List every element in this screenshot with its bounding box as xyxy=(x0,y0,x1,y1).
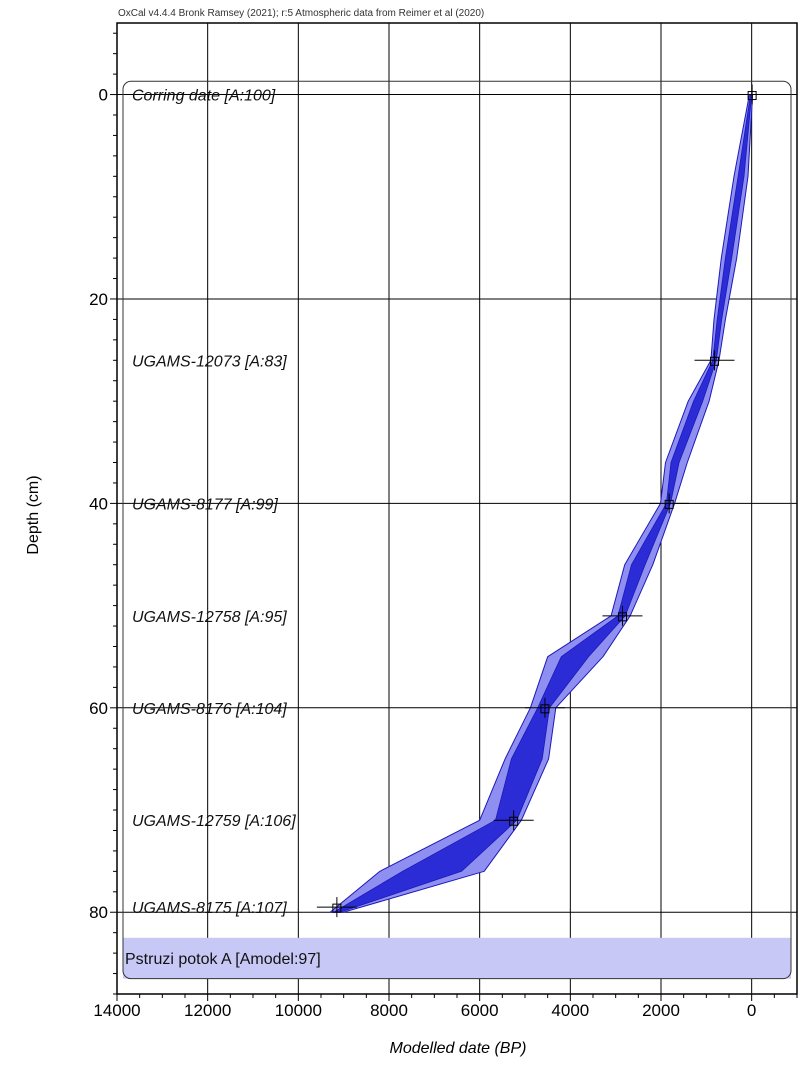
x-tick-label: 8000 xyxy=(370,1001,408,1020)
sample-label: UGAMS-8176 [A:104] xyxy=(132,701,287,718)
x-axis-title: Modelled date (BP) xyxy=(390,1040,527,1057)
grid-lines xyxy=(116,23,797,994)
sample-label: UGAMS-12073 [A:83] xyxy=(132,353,287,370)
model-band xyxy=(123,937,791,979)
sample-label: UGAMS-12758 [A:95] xyxy=(132,609,287,626)
model-label: Pstruzi potok A [Amodel:97] xyxy=(125,951,321,968)
x-tick-label: 0 xyxy=(747,1001,756,1020)
y-tick-label: 80 xyxy=(89,903,108,922)
sequence-frame xyxy=(122,80,792,980)
sample-markers: Corring date [A:100] UGAMS-12073 [A:83] UG… xyxy=(132,84,773,918)
y-tick-label: 20 xyxy=(89,290,108,309)
x-tick-label: 10000 xyxy=(275,1001,322,1020)
y-axis-title: Depth (cm) xyxy=(25,475,42,554)
sample-marker xyxy=(509,816,519,826)
credit-line: OxCal v4.4.4 Bronk Ramsey (2021); r:5 At… xyxy=(118,8,484,19)
y-tick-label: 60 xyxy=(89,699,108,718)
model-layer: Pstruzi potok A [Amodel:97] xyxy=(123,937,791,979)
y-tick-label: 0 xyxy=(99,86,108,105)
sample-label: UGAMS-12759 [A:106] xyxy=(132,813,296,830)
sample-marker xyxy=(664,499,674,509)
x-tick-label: 6000 xyxy=(461,1001,499,1020)
x-tick-label: 12000 xyxy=(184,1001,231,1020)
sample-label: UGAMS-8175 [A:107] xyxy=(132,900,287,917)
y-tick-label: 40 xyxy=(89,494,108,513)
sample-label: UGAMS-8177 [A:99] xyxy=(132,496,278,513)
axis-ticks: 14000 12000 10000 8000 6000 4000 2000 0 0 20 40 60 8… xyxy=(89,32,798,1020)
sample-marker xyxy=(332,903,342,913)
sample-marker xyxy=(709,356,719,366)
sample-marker xyxy=(540,704,550,714)
sample-marker xyxy=(747,91,757,101)
x-tick-label: 4000 xyxy=(551,1001,589,1020)
x-tick-label: 2000 xyxy=(642,1001,680,1020)
sample-label: Corring date [A:100] xyxy=(132,88,276,105)
x-tick-label: 14000 xyxy=(93,1001,140,1020)
sample-marker xyxy=(617,612,627,622)
